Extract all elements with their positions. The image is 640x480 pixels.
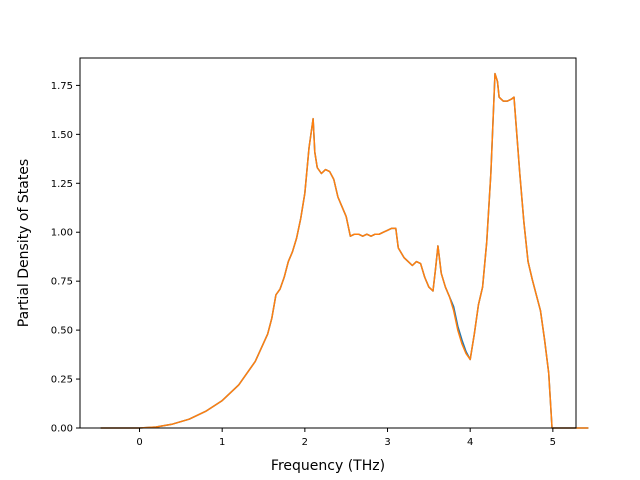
- x-tick-label: 1: [219, 437, 225, 448]
- y-tick-label: 1.50: [51, 130, 73, 141]
- x-tick-label: 3: [384, 437, 390, 448]
- x-axis-label: Frequency (THz): [271, 458, 385, 474]
- x-axis-ticks: 0 1 2 3 4 5: [136, 428, 556, 448]
- y-tick-label: 1.25: [51, 179, 73, 190]
- y-tick-label: 1.75: [51, 81, 73, 92]
- y-tick-label: 0.00: [51, 424, 73, 435]
- x-tick-label: 0: [136, 437, 142, 448]
- plot-frame: [79, 57, 577, 429]
- x-tick-label: 5: [550, 437, 556, 448]
- series-layer: [100, 72, 589, 429]
- y-tick-label: 0.50: [51, 326, 73, 337]
- x-tick-label: 4: [467, 437, 473, 448]
- plot-area: [80, 58, 576, 428]
- y-tick-label: 0.25: [51, 375, 73, 386]
- x-tick-label: 2: [302, 437, 308, 448]
- y-axis-ticks: 0.00 0.25 0.50 0.75 1.00 1.25 1.50 1.75: [51, 81, 80, 435]
- y-tick-label: 0.75: [51, 277, 73, 288]
- y-tick-label: 1.00: [51, 228, 73, 239]
- y-axis-label: Partial Density of States: [16, 159, 32, 327]
- series-line-2: [100, 72, 589, 429]
